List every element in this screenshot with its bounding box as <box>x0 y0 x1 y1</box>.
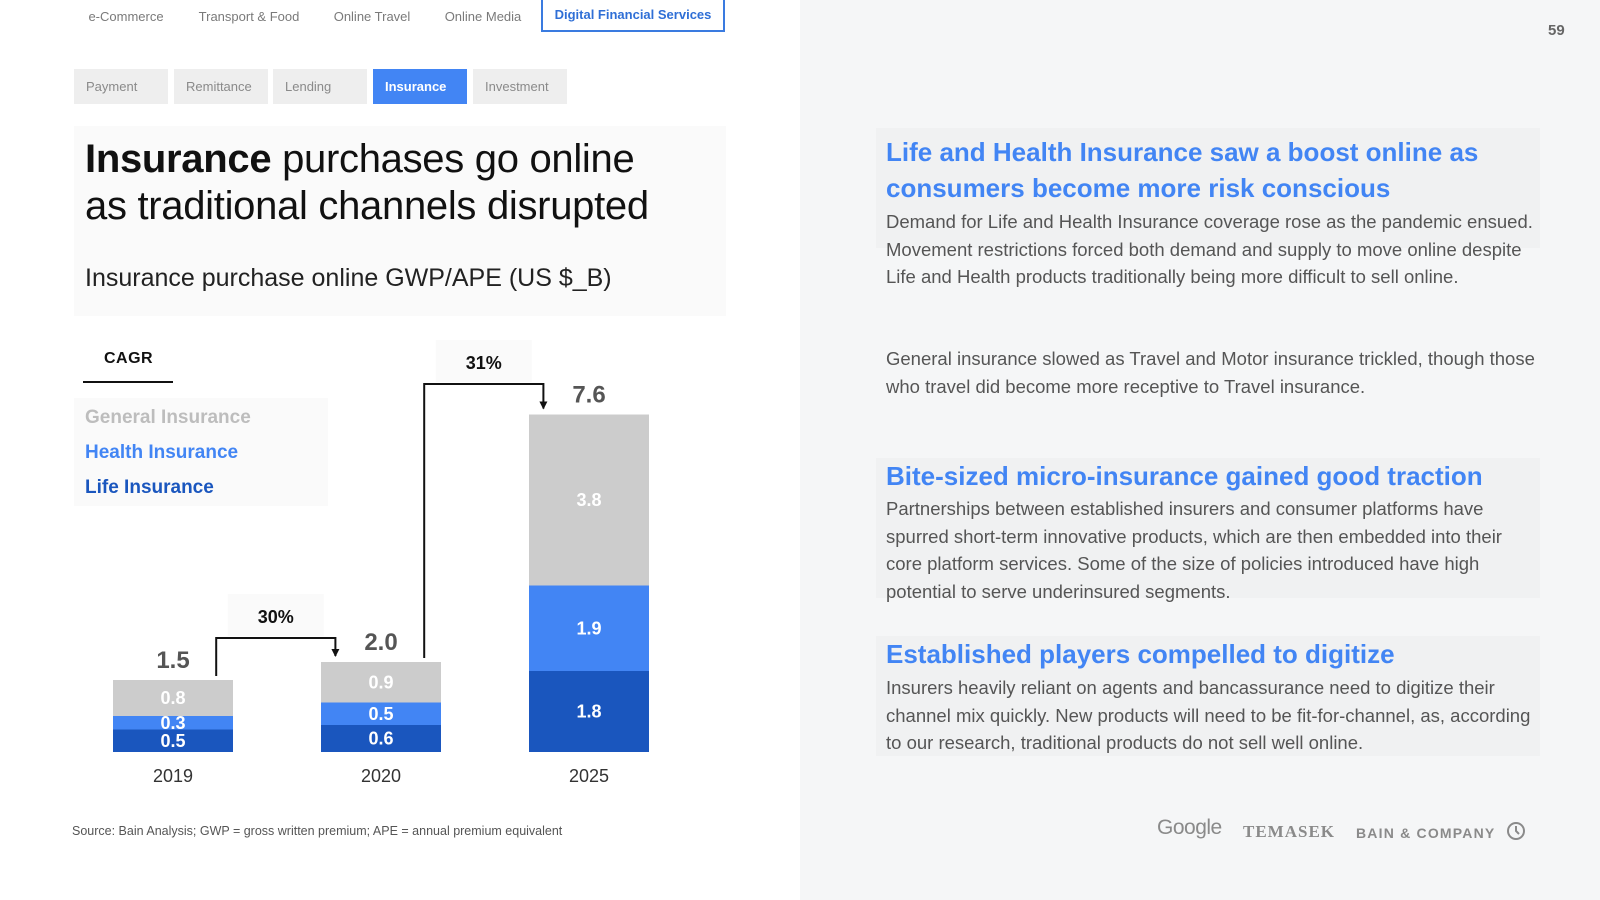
legend-life-insurance: Life Insurance <box>85 477 214 498</box>
source-note: Source: Bain Analysis; GWP = gross writt… <box>72 824 563 838</box>
chart-title: Insurance purchase online GWP/APE (US $_… <box>85 264 612 292</box>
section-2-paragraph-1: Partnerships between established insurer… <box>886 498 1502 602</box>
segment-label: 0.9 <box>368 672 393 692</box>
segment-label: 0.5 <box>160 731 185 751</box>
bar-2025-life-insurance <box>529 671 649 752</box>
segment-label: 0.8 <box>160 688 185 708</box>
cagr-2019-2020-label-bg <box>227 594 324 636</box>
cagr-2019-2020-arrowhead <box>331 649 340 657</box>
bar-2019-general-insurance <box>113 680 233 716</box>
bar-2025-general-insurance <box>529 414 649 586</box>
segment-label: 0.3 <box>160 713 185 733</box>
section-1-card <box>876 128 1540 248</box>
legend <box>74 398 328 506</box>
subtab-lending[interactable]: Lending <box>273 69 367 104</box>
bar-total-label: 1.5 <box>156 647 189 674</box>
legend-health-insurance: Health Insurance <box>85 442 239 463</box>
tab-ecommerce[interactable]: e-Commerce <box>88 9 164 24</box>
bar-2020-general-insurance <box>321 662 441 703</box>
section-1-paragraph-1: Demand for Life and Health Insurance cov… <box>886 211 1533 287</box>
legend-general-insurance: General Insurance <box>85 407 251 428</box>
subtab-investment[interactable]: Investment <box>473 69 567 104</box>
section-3-card <box>876 636 1540 756</box>
section-1-paragraph-2: General insurance slowed as Travel and M… <box>886 348 1535 397</box>
bain-circle-icon <box>1507 822 1525 840</box>
stacked-bar-chart: 0.50.30.81.520190.60.50.92.020201.81.93.… <box>113 340 649 786</box>
cagr-underline <box>83 381 173 383</box>
title-rest: purchases go online <box>271 137 635 181</box>
segment-label: 0.5 <box>368 704 393 724</box>
cagr-label: CAGR <box>104 350 154 367</box>
cagr-2020-2025-arrowhead <box>539 401 548 410</box>
bar-2019-health-insurance <box>113 716 233 730</box>
section-2-heading: Bite-sized micro-insurance gained good t… <box>886 461 1483 491</box>
cagr-2019-2020-label: 30% <box>258 607 294 627</box>
subtab-remittance[interactable]: Remittance <box>174 69 268 104</box>
section-3-heading: Established players compelled to digitiz… <box>886 639 1395 669</box>
cagr-2019-2020-line <box>215 637 337 676</box>
tab-online-travel[interactable]: Online Travel <box>333 9 411 24</box>
x-tick-label: 2025 <box>569 766 609 786</box>
section-1-heading: Life and Health Insurance saw a boost on… <box>886 137 1479 203</box>
cagr-2020-2025-label-bg <box>435 340 532 382</box>
page-title: Insurance purchases go online as traditio… <box>85 136 725 230</box>
left-panel: e-Commerce Transport & Food Online Trave… <box>72 0 726 838</box>
title-card <box>74 126 726 256</box>
subtab-payment[interactable]: Payment <box>74 69 168 104</box>
x-tick-label: 2020 <box>361 766 401 786</box>
tab-online-media[interactable]: Online Media <box>444 9 522 24</box>
temasek-logo: TEMASEK <box>1243 822 1336 841</box>
segment-label: 3.8 <box>576 490 601 510</box>
section-3-paragraph-1: Insurers heavily reliant on agents and b… <box>886 677 1531 753</box>
segment-label: 1.9 <box>576 618 601 638</box>
segment-label: 0.6 <box>368 729 393 749</box>
bar-2020-life-insurance <box>321 725 441 752</box>
cagr-2020-2025-label: 31% <box>466 353 502 373</box>
tab-transport-food[interactable]: Transport & Food <box>198 9 300 24</box>
bar-2020-health-insurance <box>321 702 441 725</box>
bain-logo: BAIN & COMPANY <box>1356 825 1496 841</box>
cagr-2020-2025-line <box>423 383 545 658</box>
x-tick-label: 2019 <box>153 766 193 786</box>
subtab-insurance[interactable]: Insurance <box>373 69 467 104</box>
bar-2019-life-insurance <box>113 729 233 752</box>
tab-digital-financial-services[interactable]: Digital Financial Services <box>541 0 725 32</box>
subtitle-card <box>74 256 726 316</box>
section-2-card <box>876 458 1540 598</box>
segment-label: 1.8 <box>576 702 601 722</box>
bar-2025-health-insurance <box>529 585 649 671</box>
page-number: 59 <box>1548 22 1565 39</box>
title-line-2: as traditional channels disrupted <box>85 184 649 228</box>
bar-total-label: 2.0 <box>364 629 397 656</box>
bar-total-label: 7.6 <box>572 382 605 409</box>
title-bold: Insurance <box>85 137 272 181</box>
google-logo: Google <box>1157 816 1222 839</box>
